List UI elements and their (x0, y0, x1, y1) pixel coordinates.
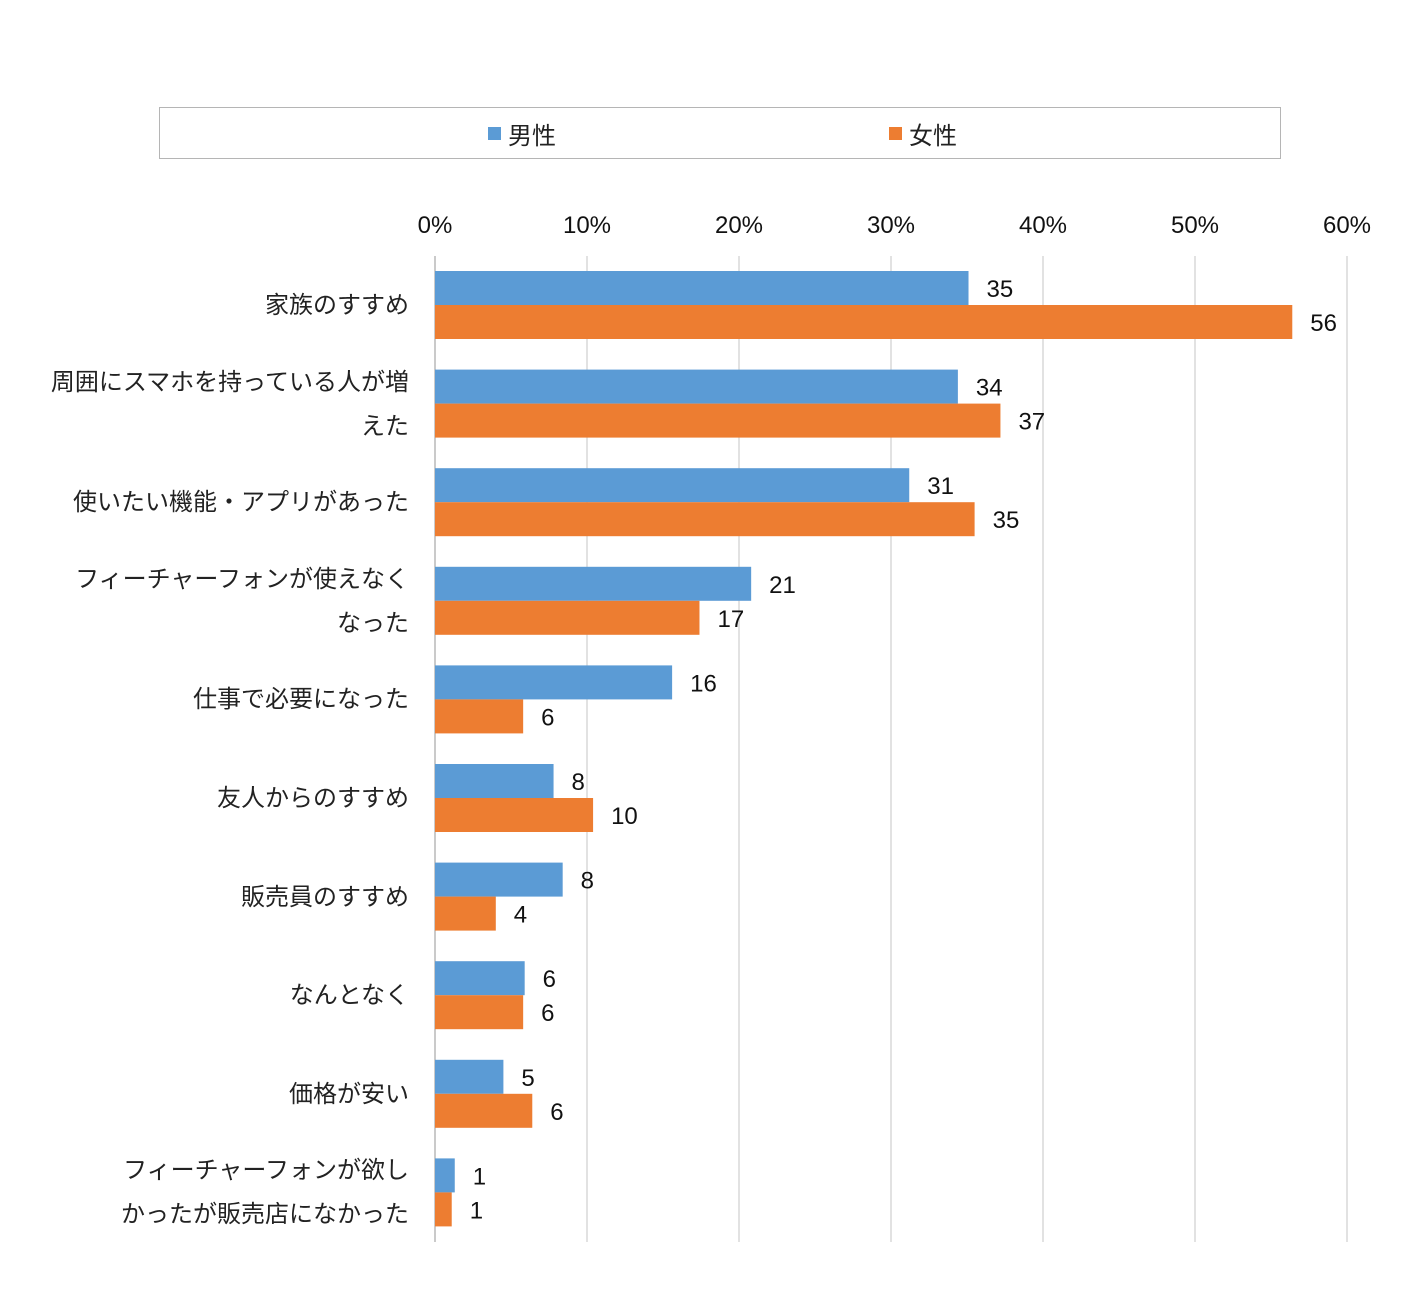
data-label: 35 (993, 507, 1020, 534)
category-label-line: かったが販売店になかった (121, 1200, 409, 1229)
bar-female (435, 1192, 452, 1227)
legend-swatch-female (889, 126, 902, 140)
category-label: 周囲にスマホを持っている人が増えた (0, 360, 409, 448)
data-label: 35 (987, 276, 1014, 303)
bar-male (435, 764, 554, 798)
data-label: 31 (927, 473, 954, 500)
category-label-line: 販売員のすすめ (241, 882, 409, 911)
category-label-line: 価格が安い (289, 1079, 409, 1108)
category-label: 仕事で必要になった (0, 677, 409, 721)
data-label: 1 (473, 1163, 486, 1190)
data-label: 8 (581, 868, 594, 895)
bar-female (435, 1093, 533, 1128)
category-label-line: なった (337, 608, 409, 637)
bar-female (435, 600, 700, 635)
x-tick-label: 30% (867, 212, 915, 239)
bar-male (435, 468, 910, 503)
bar-female (435, 798, 594, 832)
bars (435, 271, 1293, 1227)
data-label: 10 (611, 803, 638, 830)
category-label-line: フィーチャーフォンが欲し (123, 1156, 409, 1185)
bar-male (435, 271, 969, 305)
category-label: フィーチャーフォンが使えなくなった (0, 557, 409, 645)
bar-female (435, 896, 496, 931)
data-label: 6 (543, 966, 556, 993)
data-label: 5 (521, 1065, 534, 1092)
category-label-line: 家族のすすめ (265, 291, 409, 319)
data-label: 6 (550, 1099, 563, 1126)
category-label: 家族のすすめ (0, 283, 409, 327)
category-label-line: 仕事で必要になった (193, 685, 409, 714)
data-label: 21 (769, 572, 796, 599)
legend: 男性 女性 (159, 107, 1281, 159)
bar-male (435, 1059, 504, 1094)
category-label-line: 周囲にスマホを持っている人が増 (50, 367, 409, 396)
data-label: 56 (1310, 310, 1337, 337)
bar-female (435, 403, 1001, 438)
bar-female (435, 995, 524, 1030)
category-label: 友人からのすすめ (0, 776, 409, 820)
data-label: 1 (470, 1197, 483, 1224)
legend-item-male: 男性 (488, 120, 556, 150)
category-label-line: なんとなく (289, 981, 409, 1010)
x-tick-labels: 0% 10% 20% 30% 40% 50% 60% (418, 212, 1371, 239)
bar-male (435, 369, 958, 404)
category-label: 価格が安い (0, 1072, 409, 1116)
data-label: 37 (1018, 409, 1045, 436)
x-tick-label: 0% (418, 212, 453, 239)
legend-label-male: 男性 (508, 121, 556, 150)
bar-male (435, 862, 563, 897)
legend-label-female: 女性 (909, 121, 957, 150)
category-label-line: えた (361, 411, 409, 440)
x-tick-label: 60% (1323, 212, 1371, 239)
bar-female (435, 699, 524, 734)
x-tick-label: 50% (1171, 212, 1219, 239)
data-label: 8 (572, 769, 585, 796)
x-tick-label: 20% (715, 212, 763, 239)
category-label: なんとなく (0, 973, 409, 1017)
x-tick-label: 10% (563, 212, 611, 239)
data-label: 16 (690, 670, 717, 697)
legend-item-female: 女性 (889, 120, 957, 150)
category-label: 使いたい機能・アプリがあった (0, 480, 409, 524)
data-label: 4 (514, 902, 527, 929)
data-label: 6 (541, 1000, 554, 1027)
legend-swatch-male (488, 126, 501, 140)
bar-male (435, 1158, 455, 1193)
data-label: 6 (541, 704, 554, 731)
bar-male (435, 961, 525, 996)
category-label: 販売員のすすめ (0, 875, 409, 919)
bar-female (435, 305, 1293, 339)
bar-male (435, 566, 752, 601)
bar-female (435, 502, 975, 537)
data-label: 17 (717, 606, 744, 633)
category-label: フィーチャーフォンが欲し かったが販売店になかった (0, 1148, 409, 1236)
data-label: 34 (976, 375, 1003, 402)
x-tick-label: 40% (1019, 212, 1067, 239)
bar-male (435, 665, 673, 700)
category-label-line: 使いたい機能・アプリがあった (73, 488, 409, 517)
category-label-line: 友人からのすすめ (217, 784, 409, 812)
category-label-line: フィーチャーフォンが使えなく (75, 564, 409, 593)
